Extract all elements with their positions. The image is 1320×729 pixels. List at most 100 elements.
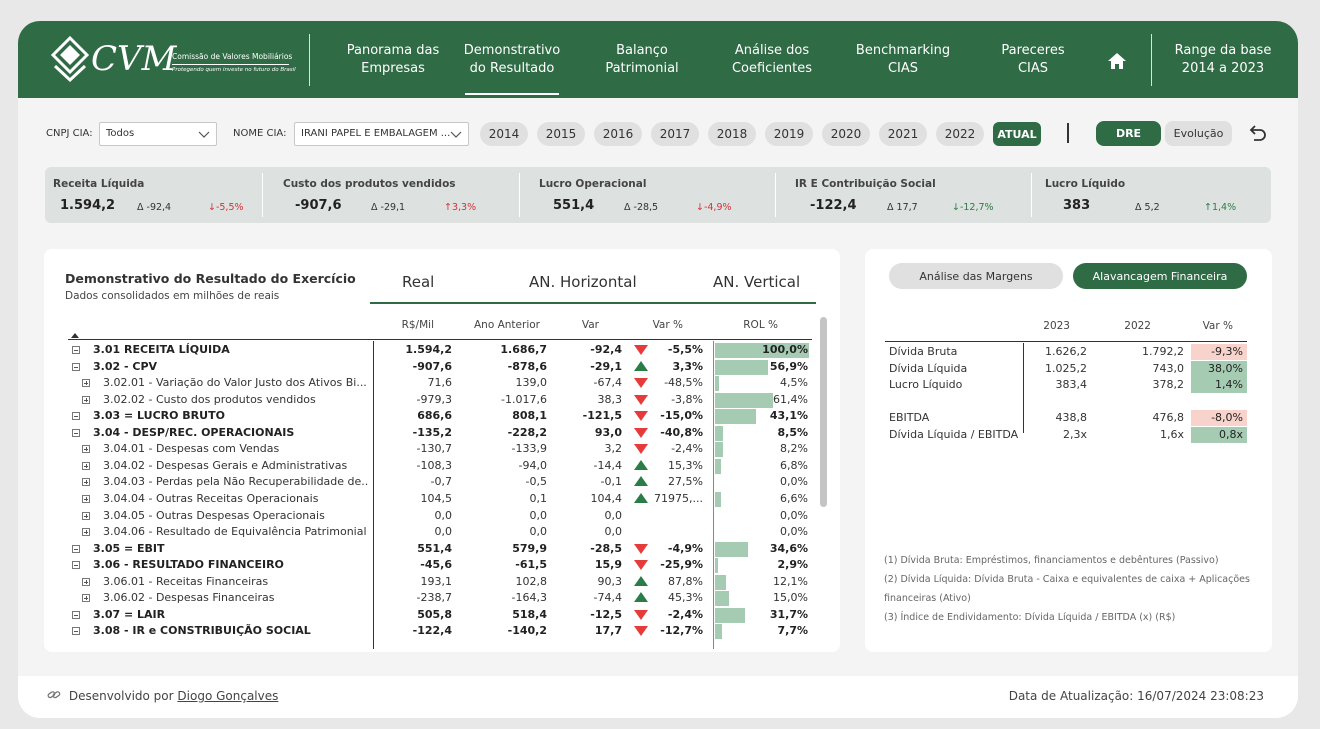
table-row[interactable]: 3.04.02 - Despesas Gerais e Administrati…: [44, 458, 808, 475]
note-2: (2) Dívida Líquida: Dívida Bruta - Caixa…: [884, 574, 1250, 585]
kpi-lucro-operacional: Lucro Operacional 551,4 Δ -28,5 ↓-4,9%: [531, 167, 771, 223]
rol-bar: [715, 558, 718, 574]
cell-var: 17,7: [594, 624, 622, 638]
year-2018[interactable]: 2018: [708, 122, 756, 146]
nome-dropdown[interactable]: IRANI PAPEL E EMBALAGEM ...: [294, 122, 469, 146]
col-rol[interactable]: ROL %: [743, 319, 778, 331]
cell-varp: 3,3%: [672, 359, 703, 373]
col-varp[interactable]: Var %: [652, 319, 683, 331]
kpi-value: 383: [1063, 198, 1091, 213]
table-row[interactable]: 3.06.01 - Receitas Financeiras 193,1 102,8…: [44, 574, 808, 591]
cell-varp: -48,5%: [664, 376, 703, 390]
alav-row: Dívida Líquida 1.025,2 743,0 38,0%: [865, 360, 1247, 378]
expand-icon[interactable]: [82, 511, 90, 520]
table-row[interactable]: 3.08 - IR e CONSTRIBUIÇÃO SOCIAL -122,4 -1…: [44, 623, 808, 640]
table-row[interactable]: 3.02.02 - Custo dos produtos vendidos -97…: [44, 392, 808, 409]
scrollbar[interactable]: [820, 317, 827, 507]
year-2022[interactable]: 2022: [936, 122, 984, 146]
table-row[interactable]: 3.04 - DESP/REC. OPERACIONAIS -135,2 -228,…: [44, 425, 808, 442]
alav-row: Dívida Bruta 1.626,2 1.792,2 -9,3%: [865, 344, 1247, 361]
year-2014[interactable]: 2014: [480, 122, 528, 146]
expand-icon[interactable]: [82, 494, 90, 503]
expand-icon[interactable]: [82, 445, 90, 454]
rol-bar: [715, 343, 809, 358]
table-row[interactable]: 3.04.03 - Perdas pela Não Recuperabilida…: [44, 474, 808, 491]
table-row[interactable]: 3.04.05 - Outras Despesas Operacionais 0,…: [44, 508, 808, 525]
collapse-icon[interactable]: [72, 610, 80, 619]
expand-icon[interactable]: [82, 379, 90, 388]
table-row[interactable]: 3.07 = LAIR 505,8 518,4 -12,5 -2,4% 31,7%: [44, 607, 808, 624]
alav-y2022: 1,6x: [1159, 427, 1184, 441]
cell-var: -29,1: [590, 359, 622, 373]
col-rs[interactable]: R$/Mil: [401, 319, 434, 331]
collapse-icon[interactable]: [72, 412, 80, 421]
year-2021[interactable]: 2021: [879, 122, 927, 146]
nav-benchmarking[interactable]: Benchmarking CIAS: [848, 21, 958, 98]
year-2019[interactable]: 2019: [765, 122, 813, 146]
home-icon[interactable]: [1106, 51, 1128, 71]
year-atual[interactable]: ATUAL: [993, 122, 1041, 146]
nav-demonstrativo[interactable]: Demonstrativo do Resultado: [464, 21, 560, 98]
cell-varp: 45,3%: [668, 591, 703, 605]
year-2015[interactable]: 2015: [537, 122, 585, 146]
dre-subtitle: Dados consolidados em milhões de reais: [65, 290, 280, 302]
cnpj-dropdown[interactable]: Todos: [99, 122, 217, 146]
year-2017[interactable]: 2017: [651, 122, 699, 146]
nav-analise[interactable]: Análise dos Coeficientes: [722, 21, 822, 98]
collapse-icon[interactable]: [72, 544, 80, 553]
kpi-custo: Custo dos produtos vendidos -907,6 Δ -29…: [275, 167, 515, 223]
collapse-icon[interactable]: [72, 627, 80, 636]
expand-icon[interactable]: [82, 461, 90, 470]
table-row[interactable]: 3.04.06 - Resultado de Equivalência Patr…: [44, 524, 808, 541]
kpi-receita: Receita Líquida 1.594,2 Δ -92,4 ↓-5,5%: [45, 167, 263, 223]
cell-ant: 139,0: [515, 376, 548, 390]
table-row[interactable]: 3.02 - CPV -907,6 -878,6 -29,1 3,3% 56,9%: [44, 359, 808, 376]
rol-bar: [715, 541, 748, 557]
table-row[interactable]: 3.02.01 - Variação do Valor Justo dos At…: [44, 375, 808, 392]
cell-varp: -5,5%: [667, 343, 703, 356]
year-2016[interactable]: 2016: [594, 122, 642, 146]
row-label: 3.06 - RESULTADO FINANCEIRO: [93, 558, 284, 572]
kpi-delta: Δ -29,1: [371, 202, 406, 213]
arrow-down-icon: [634, 394, 648, 405]
rol-bar: [715, 574, 727, 590]
expand-icon[interactable]: [82, 478, 90, 487]
cell-ant: -164,3: [511, 591, 547, 605]
nav-panorama[interactable]: Panorama das Empresas: [338, 21, 448, 98]
table-row[interactable]: 3.06 - RESULTADO FINANCEIRO -45,6 -61,5 15,…: [44, 557, 808, 574]
kpi-bar: Receita Líquida 1.594,2 Δ -92,4 ↓-5,5% C…: [45, 167, 1271, 223]
alav-y2022: 378,2: [1152, 378, 1185, 391]
collapse-icon[interactable]: [72, 346, 80, 354]
expand-icon[interactable]: [82, 577, 90, 586]
undo-icon[interactable]: [1246, 123, 1268, 145]
view-dre-button[interactable]: DRE: [1096, 121, 1161, 146]
table-row[interactable]: 3.05 = EBIT 551,4 579,9 -28,5 -4,9% 34,6%: [44, 541, 808, 558]
nav-balanco[interactable]: Balanço Patrimonial: [592, 21, 692, 98]
table-row[interactable]: 3.06.02 - Despesas Financeiras -238,7 -164…: [44, 590, 808, 607]
tab-margens[interactable]: Análise das Margens: [889, 263, 1063, 289]
col-anterior[interactable]: Ano Anterior: [474, 319, 540, 331]
kpi-value: -907,6: [295, 198, 342, 213]
table-row[interactable]: 3.03 = LUCRO BRUTO 686,6 808,1 -121,5 -15,0%…: [44, 408, 808, 425]
nav-analise-l2: Coeficientes: [731, 60, 813, 76]
col-var[interactable]: Var: [581, 319, 599, 331]
sort-arrow-icon[interactable]: [71, 333, 79, 338]
year-2020[interactable]: 2020: [822, 122, 870, 146]
kpi-title: Lucro Líquido: [1045, 178, 1126, 190]
table-row[interactable]: 3.04.04 - Outras Receitas Operacionais 10…: [44, 491, 808, 508]
expand-icon[interactable]: [82, 528, 90, 537]
collapse-icon[interactable]: [72, 362, 80, 371]
table-row[interactable]: 3.04.01 - Despesas com Vendas -130,7 -133,…: [44, 441, 808, 458]
nav-pareceres[interactable]: Pareceres CIAS: [983, 21, 1083, 98]
collapse-icon[interactable]: [72, 428, 80, 437]
expand-icon[interactable]: [82, 594, 90, 603]
logo-brand: CVM: [91, 39, 177, 79]
alav-row: EBITDA 438,8 476,8 -8,0%: [865, 410, 1247, 427]
collapse-icon[interactable]: [72, 561, 80, 570]
table-row[interactable]: 3.01 RECEITA LÍQUIDA 1.594,2 1.686,7 -92,4 -…: [44, 342, 809, 359]
expand-icon[interactable]: [82, 395, 90, 404]
view-evolucao-button[interactable]: Evolução: [1165, 121, 1232, 146]
top-header: CVM Comissão de Valores Mobiliários Prot…: [18, 21, 1298, 98]
tab-alavancagem[interactable]: Alavancagem Financeira: [1073, 263, 1247, 289]
developer-link[interactable]: Diogo Gonçalves: [177, 689, 279, 703]
